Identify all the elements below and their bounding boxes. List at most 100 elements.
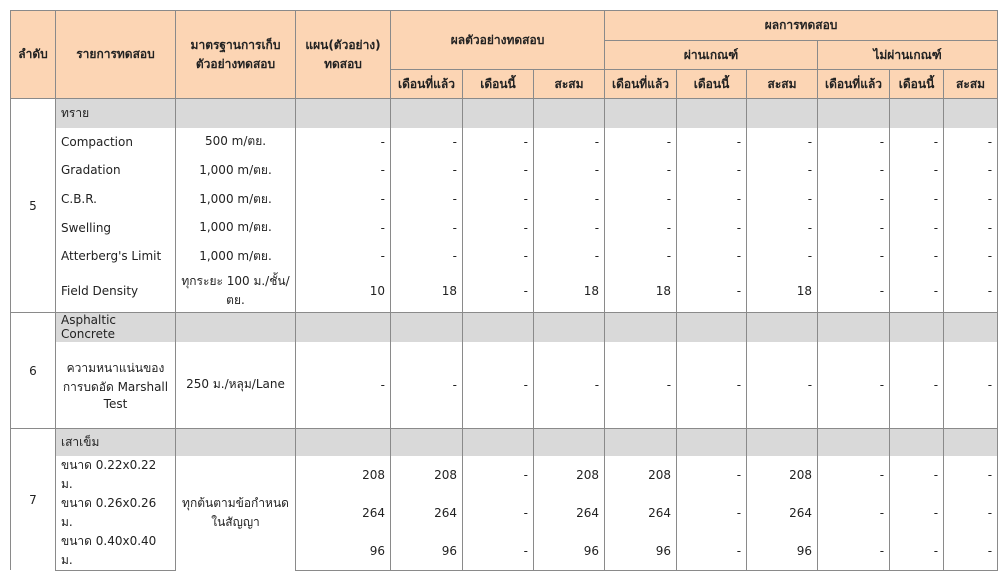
header-cell: ผ่านเกณฑ์: [604, 40, 819, 70]
band-cell: [746, 428, 819, 456]
value-cell: -: [746, 184, 819, 214]
category-label: Asphaltic Concrete: [55, 312, 176, 342]
header-cell: สะสม: [943, 69, 999, 99]
item-name: Compaction: [55, 127, 176, 156]
table-row: 7 เสาเข็ม: [10, 428, 999, 570]
standard: 1,000 m/ตย.: [175, 241, 296, 271]
band-cell: [817, 98, 891, 128]
category-label: ทราย: [55, 98, 176, 128]
value-cell: 18: [604, 270, 678, 313]
band-cell: [462, 428, 534, 456]
value-cell: 208: [390, 455, 463, 494]
value-cell: -: [532, 155, 606, 185]
table-row: ผ่านเกณฑ์ ไม่ผ่านเกณฑ์: [11, 40, 999, 70]
value-cell: -: [943, 241, 999, 271]
value-cell: -: [295, 127, 391, 156]
value-cell: -: [295, 341, 391, 429]
value-cell: -: [943, 155, 999, 185]
band-cell: [532, 428, 606, 456]
header-cell: เดือนนี้: [676, 69, 748, 99]
test-table: ลำดับ รายการทดสอบ มาตรฐานการเก็บ ตัวอย่างท…: [10, 10, 999, 571]
value-cell: 18: [390, 270, 463, 313]
band-cell: [943, 98, 999, 128]
band-cell: [604, 98, 678, 128]
value-cell: -: [462, 127, 534, 156]
band-cell: [746, 98, 819, 128]
page: ลำดับ รายการทดสอบ มาตรฐานการเก็บ ตัวอย่างท…: [10, 10, 999, 571]
header-cell: มาตรฐานการเก็บ ตัวอย่างทดสอบ: [175, 10, 296, 99]
table-row: ขนาด 0.40x0.40 ม. 96 96-96 96-96- - -: [11, 531, 999, 571]
table-row: ขนาด 0.22x0.22 ม. ทุกต้นตามข้อกำหนด ในสัญ…: [11, 455, 999, 570]
value-cell: -: [889, 341, 945, 429]
value-cell: 264: [390, 493, 463, 532]
value-cell: -: [604, 341, 678, 429]
value-cell: -: [817, 127, 891, 156]
value-cell: -: [532, 127, 606, 156]
band-cell: [604, 428, 678, 456]
band-cell: [532, 98, 606, 128]
table-row: Field Density ทุกระยะ 100 ม./ชั้น/ ตย. 10 1…: [11, 270, 999, 313]
value-cell: -: [390, 127, 463, 156]
value-cell: 264: [746, 493, 819, 532]
value-cell: -: [462, 155, 534, 185]
value-cell: -: [295, 184, 391, 214]
value-cell: -: [746, 127, 819, 156]
value-cell: -: [889, 270, 945, 313]
value-cell: -: [889, 184, 945, 214]
standard: 1,000 m/ตย.: [175, 213, 296, 242]
value-cell: 18: [746, 270, 819, 313]
item-name: Field Density: [55, 270, 176, 313]
value-cell: -: [943, 184, 999, 214]
header-cell: ไม่ผ่านเกณฑ์: [817, 40, 999, 70]
value-cell: -: [676, 455, 748, 494]
value-cell: 96: [604, 531, 678, 571]
value-cell: -: [817, 270, 891, 313]
table-row: C.B.R. 1,000 m/ตย. - - - - - - - - - -: [11, 184, 999, 214]
value-cell: 96: [532, 531, 606, 571]
item-name: Gradation: [55, 155, 176, 185]
value-cell: -: [390, 184, 463, 214]
band-cell: [295, 312, 391, 342]
header-cell: ผลตัวอย่างทดสอบ: [389, 10, 606, 70]
value-cell: -: [676, 155, 748, 185]
value-cell: -: [462, 213, 534, 242]
value-cell: -: [746, 213, 819, 242]
category-label: เสาเข็ม: [55, 428, 176, 456]
band-cell: [746, 312, 819, 342]
value-cell: 264: [604, 493, 678, 532]
value-cell: -: [817, 155, 891, 185]
value-cell: -: [462, 531, 534, 571]
value-cell: 18: [532, 270, 606, 313]
value-cell: -: [462, 270, 534, 313]
value-cell: -: [943, 455, 999, 494]
value-cell: -: [943, 213, 999, 242]
value-cell: 208: [295, 455, 391, 494]
value-cell: -: [390, 155, 463, 185]
value-cell: 264: [532, 493, 606, 532]
item-name: ขนาด 0.40x0.40 ม.: [55, 531, 176, 571]
band-cell: [390, 312, 463, 342]
standard: ทุกต้นตามข้อกำหนด ในสัญญา: [175, 455, 296, 570]
item-name: Atterberg's Limit: [55, 241, 176, 271]
value-cell: -: [889, 241, 945, 271]
table-row: Atterberg's Limit 1,000 m/ตย. - - - - - - - - - -: [11, 241, 999, 271]
table-row: ความหนาแน่นของ การบดอัด Marshall Test 250…: [11, 341, 999, 429]
value-cell: -: [462, 341, 534, 429]
value-cell: -: [462, 455, 534, 494]
standard: 1,000 m/ตย.: [175, 184, 296, 214]
value-cell: -: [676, 241, 748, 271]
band-cell: [390, 98, 463, 128]
band-cell: [390, 428, 463, 456]
value-cell: -: [889, 531, 945, 571]
band-cell: [676, 428, 748, 456]
band-cell: [532, 312, 606, 342]
band-cell: [676, 312, 748, 342]
table-row: 6 Asphaltic Concrete: [10, 312, 999, 429]
value-cell: -: [676, 127, 748, 156]
band-cell: [889, 312, 945, 342]
value-cell: -: [532, 241, 606, 271]
item-name: ความหนาแน่นของ การบดอัด Marshall Test: [55, 341, 176, 429]
value-cell: 10: [295, 270, 391, 313]
header-cell: สะสม: [746, 69, 819, 99]
value-cell: -: [889, 155, 945, 185]
